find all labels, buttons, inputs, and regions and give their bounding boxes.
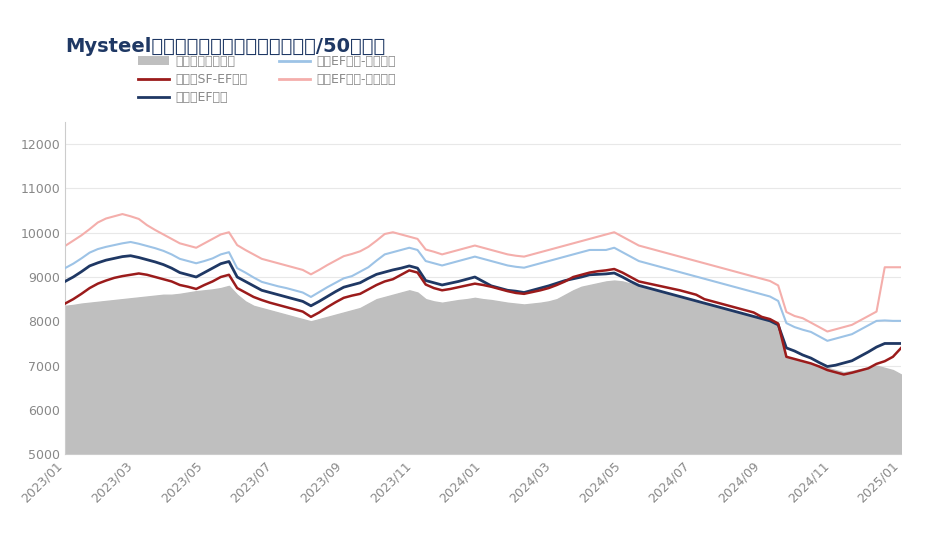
Legend: 高碳铬铁现货价格, 内蒙古SF-EF工艺, 内蒙古EF工艺, 贵州EF工艺-地方电网, 贵州EF工艺-南方电网: 高碳铬铁现货价格, 内蒙古SF-EF工艺, 内蒙古EF工艺, 贵州EF工艺-地方… [138,55,395,104]
Text: Mysteel国内高碳铬铁冶炼即期成本（元/50基吨）: Mysteel国内高碳铬铁冶炼即期成本（元/50基吨） [65,38,385,57]
